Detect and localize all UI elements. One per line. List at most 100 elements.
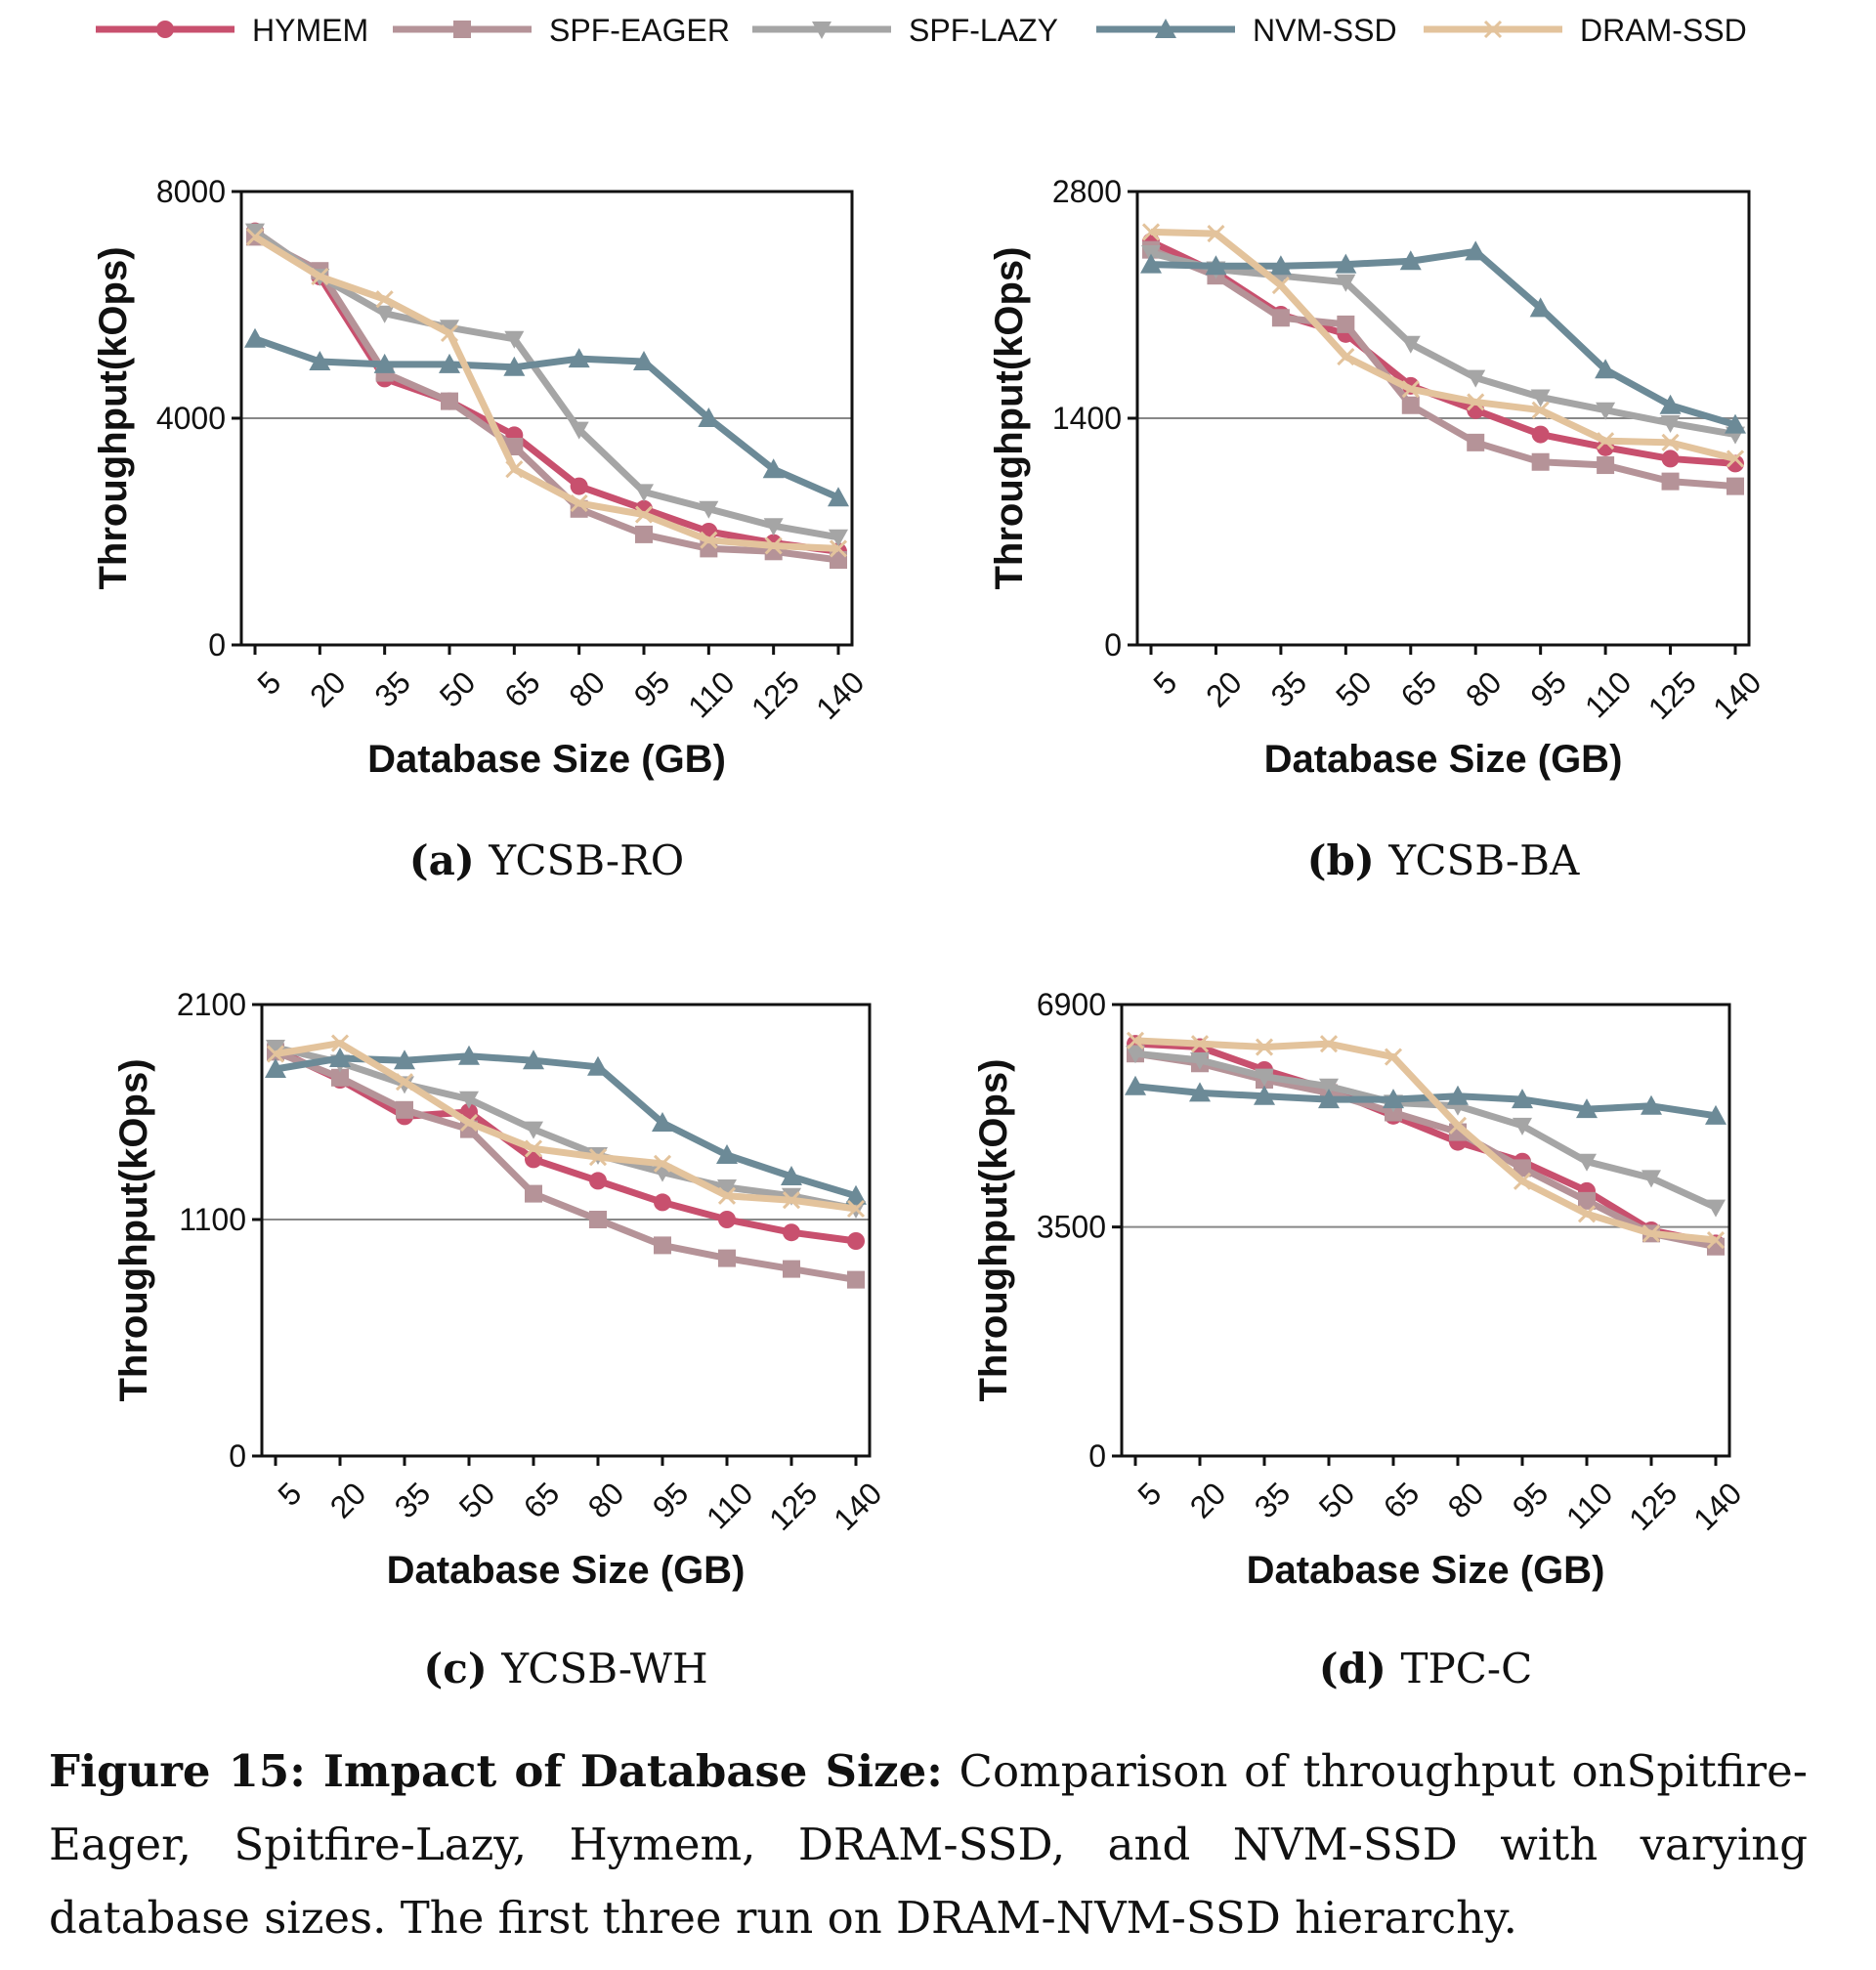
sub-caption: (a) YCSB-RO xyxy=(409,836,684,884)
data-point-spf-eager xyxy=(331,1068,349,1087)
x-tick-label: 35 xyxy=(1264,664,1314,714)
data-point-nvm-ssd xyxy=(1705,1104,1727,1125)
data-point-nvm-ssd xyxy=(1512,1089,1533,1109)
data-point-spf-eager xyxy=(1514,1159,1531,1178)
x-tick-label: 50 xyxy=(452,1476,502,1525)
series-line-dram-ssd xyxy=(253,234,839,552)
data-point-nvm-ssd xyxy=(458,1045,480,1065)
data-point-spf-eager xyxy=(635,525,653,543)
data-point-dram-ssd xyxy=(524,1139,543,1158)
data-point-spf-eager xyxy=(1271,309,1290,327)
data-point-dram-ssd xyxy=(700,531,718,549)
data-point-nvm-ssd xyxy=(1335,253,1357,274)
data-point-spf-lazy xyxy=(1255,1068,1274,1087)
data-point-nvm-ssd xyxy=(1447,1085,1469,1105)
x-tick-label: 140 xyxy=(809,664,871,726)
data-point-nvm-ssd xyxy=(1465,240,1487,261)
data-point-dram-ssd xyxy=(330,1034,350,1052)
data-point-spf-eager xyxy=(1531,452,1550,471)
data-point-nvm-ssd xyxy=(1125,1075,1146,1095)
series-line-spf-lazy xyxy=(1134,1049,1718,1211)
x-tick-label: 65 xyxy=(1377,1476,1427,1525)
plot-frame xyxy=(1120,1003,1731,1458)
data-point-dram-ssd xyxy=(1207,225,1225,243)
data-point-spf-lazy xyxy=(374,305,395,323)
legend-label-spf-lazy: SPF-LAZY xyxy=(909,13,1058,48)
x-tick-label: 35 xyxy=(1248,1476,1298,1525)
y-axis-title: Throughput(kOps) xyxy=(92,246,135,589)
data-point-dram-ssd xyxy=(311,267,329,286)
x-tick-label: 35 xyxy=(367,664,417,714)
legend-item-dram-ssd: DRAM-SSD xyxy=(1424,13,1747,48)
data-point-dram-ssd xyxy=(1467,393,1485,411)
data-point-spf-eager xyxy=(1597,456,1615,475)
x-tick-label: 20 xyxy=(303,664,353,714)
data-point-dram-ssd xyxy=(375,290,394,309)
data-point-spf-lazy xyxy=(829,529,848,547)
series-line-hymem xyxy=(1134,1040,1717,1247)
data-point-spf-eager xyxy=(1578,1191,1596,1210)
x-tick-label: 110 xyxy=(1559,1476,1620,1536)
data-point-nvm-ssd xyxy=(1140,253,1162,274)
series-spf-eager xyxy=(1127,1045,1725,1256)
x-tick-label: 140 xyxy=(1706,664,1768,726)
series-spf-lazy xyxy=(1126,1046,1726,1218)
data-point-dram-ssd xyxy=(653,1154,672,1173)
y-tick-label: 8000 xyxy=(156,174,226,209)
data-point-nvm-ssd xyxy=(1189,1082,1211,1102)
data-point-nvm-ssd xyxy=(1595,359,1617,379)
data-point-nvm-ssd xyxy=(1254,1085,1275,1105)
data-point-dram-ssd xyxy=(1141,223,1161,241)
series-line-nvm-ssd xyxy=(253,335,840,501)
data-point-spf-eager xyxy=(1727,477,1744,495)
data-point-dram-ssd xyxy=(717,1186,737,1205)
data-point-dram-ssd xyxy=(1597,432,1615,450)
y-tick-label: 0 xyxy=(1088,1438,1106,1474)
legend-label-nvm-ssd: NVM-SSD xyxy=(1253,13,1397,48)
data-point-nvm-ssd xyxy=(698,407,720,427)
caption-lead: Figure 15: Impact of Database Size: xyxy=(49,1745,943,1797)
y-tick-label: 0 xyxy=(208,627,226,663)
data-point-nvm-ssd xyxy=(716,1144,738,1164)
x-tick-label: 5 xyxy=(271,1476,308,1513)
series-line-hymem xyxy=(1149,238,1736,467)
legend-item-nvm-ssd: NVM-SSD xyxy=(1096,13,1397,48)
data-point-nvm-ssd xyxy=(1383,1089,1404,1109)
data-point-spf-lazy xyxy=(1400,335,1421,354)
x-tick-label: 20 xyxy=(323,1476,373,1525)
series-hymem xyxy=(246,222,847,561)
data-point-nvm-ssd xyxy=(587,1055,609,1076)
data-point-spf-eager xyxy=(589,1211,607,1228)
data-point-spf-eager xyxy=(654,1236,671,1255)
x-tick-label: 65 xyxy=(1394,664,1444,714)
x-tick-label: 5 xyxy=(250,664,287,702)
data-point-dram-ssd xyxy=(440,323,459,343)
y-tick-label: 6900 xyxy=(1037,987,1106,1022)
data-point-spf-lazy xyxy=(1660,414,1681,433)
x-tick-label: 110 xyxy=(681,664,742,725)
data-point-dram-ssd xyxy=(764,536,783,555)
chart-panel-tpc-c: 0 3500 6900 5 20 35 50 65 80 95 110 125 140 Database … xyxy=(972,987,1748,1692)
legend-marker-hymem xyxy=(156,21,174,38)
x-tick-label: 20 xyxy=(1199,664,1249,714)
data-point-spf-lazy xyxy=(504,330,525,349)
data-point-spf-lazy xyxy=(1513,1117,1532,1135)
x-tick-label: 95 xyxy=(1506,1476,1556,1525)
data-point-dram-ssd xyxy=(1126,1031,1145,1049)
data-point-spf-lazy xyxy=(1596,402,1616,420)
data-point-spf-lazy xyxy=(1319,1078,1339,1096)
y-tick-label: 4000 xyxy=(156,401,226,436)
data-point-dram-ssd xyxy=(1661,433,1680,451)
sub-caption: (d) TPC-C xyxy=(1319,1645,1532,1692)
y-tick-label: 0 xyxy=(229,1438,246,1474)
data-point-nvm-ssd xyxy=(309,351,331,370)
x-tick-label: 65 xyxy=(517,1476,567,1525)
data-point-dram-ssd xyxy=(634,505,654,524)
data-point-spf-eager xyxy=(1401,396,1420,414)
data-point-dram-ssd xyxy=(570,493,588,513)
series-line-spf-eager xyxy=(274,1049,857,1284)
data-point-nvm-ssd xyxy=(373,353,396,373)
data-point-nvm-ssd xyxy=(1318,1089,1340,1109)
data-point-nvm-ssd xyxy=(845,1184,867,1205)
data-point-spf-eager xyxy=(525,1184,542,1203)
